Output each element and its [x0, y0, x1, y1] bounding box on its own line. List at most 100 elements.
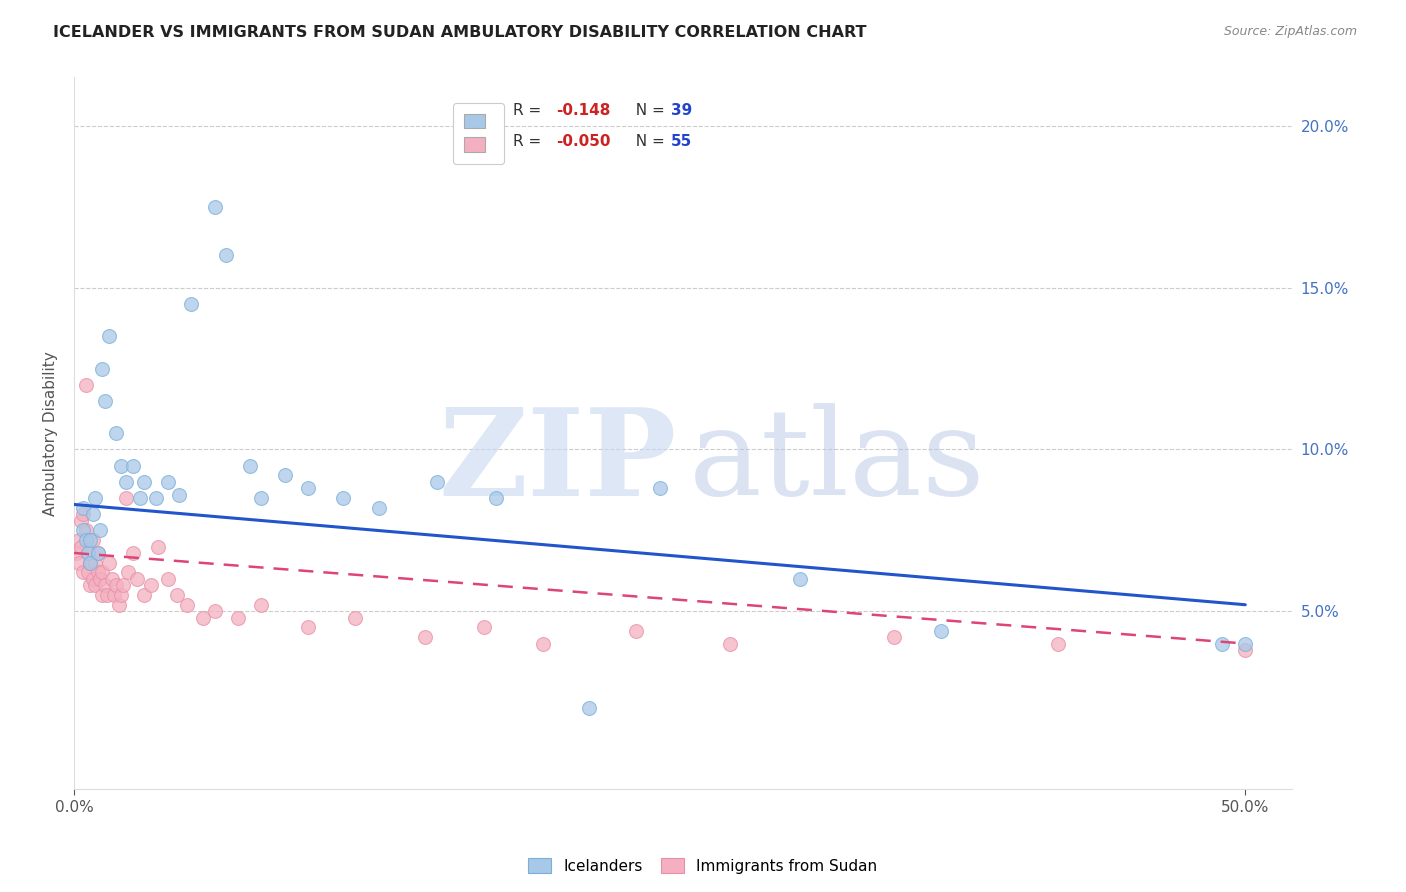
Point	[91, 588, 114, 602]
Point	[72, 500, 94, 515]
Point	[226, 610, 249, 624]
Point	[96, 588, 118, 602]
Point	[472, 620, 495, 634]
Legend: , : ,	[453, 103, 503, 164]
Point	[128, 491, 150, 505]
Point	[100, 572, 122, 586]
Point	[82, 572, 104, 586]
Point	[426, 475, 449, 489]
Point	[485, 491, 508, 505]
Point	[176, 598, 198, 612]
Point	[110, 458, 132, 473]
Text: 39: 39	[671, 103, 692, 119]
Point	[79, 556, 101, 570]
Point	[84, 556, 107, 570]
Point	[180, 297, 202, 311]
Point	[367, 500, 389, 515]
Point	[929, 624, 952, 638]
Point	[110, 588, 132, 602]
Point	[79, 533, 101, 547]
Point	[70, 514, 93, 528]
Point	[134, 588, 156, 602]
Point	[250, 598, 273, 612]
Point	[718, 636, 741, 650]
Point	[65, 546, 87, 560]
Point	[883, 630, 905, 644]
Point	[75, 533, 97, 547]
Point	[70, 540, 93, 554]
Point	[89, 524, 111, 538]
Text: R =: R =	[513, 134, 546, 149]
Text: atlas: atlas	[689, 403, 986, 520]
Point	[578, 701, 600, 715]
Point	[75, 524, 97, 538]
Point	[1046, 636, 1069, 650]
Point	[105, 426, 128, 441]
Point	[112, 578, 135, 592]
Point	[91, 361, 114, 376]
Point	[79, 578, 101, 592]
Point	[1234, 643, 1257, 657]
Point	[72, 524, 94, 538]
Point	[86, 546, 108, 560]
Point	[82, 507, 104, 521]
Point	[789, 572, 811, 586]
Point	[98, 329, 121, 343]
Point	[103, 588, 125, 602]
Point	[166, 588, 188, 602]
Point	[169, 488, 191, 502]
Point	[134, 475, 156, 489]
Point	[156, 572, 179, 586]
Point	[84, 578, 107, 592]
Legend: Icelanders, Immigrants from Sudan: Icelanders, Immigrants from Sudan	[523, 852, 883, 880]
Point	[121, 546, 143, 560]
Point	[297, 481, 319, 495]
Text: N =: N =	[626, 103, 669, 119]
Point	[86, 546, 108, 560]
Text: ZIP: ZIP	[439, 403, 678, 521]
Point	[77, 566, 100, 580]
Point	[204, 200, 226, 214]
Point	[89, 572, 111, 586]
Point	[127, 572, 149, 586]
Point	[239, 458, 262, 473]
Point	[86, 566, 108, 580]
Text: -0.050: -0.050	[557, 134, 612, 149]
Point	[156, 475, 179, 489]
Point	[215, 248, 238, 262]
Point	[1211, 636, 1233, 650]
Y-axis label: Ambulatory Disability: Ambulatory Disability	[44, 351, 58, 516]
Point	[72, 507, 94, 521]
Point	[84, 491, 107, 505]
Point	[93, 393, 115, 408]
Point	[626, 624, 648, 638]
Point	[415, 630, 437, 644]
Point	[344, 610, 367, 624]
Point	[93, 578, 115, 592]
Point	[204, 604, 226, 618]
Point	[191, 610, 214, 624]
Point	[148, 540, 170, 554]
Point	[531, 636, 554, 650]
Point	[77, 546, 100, 560]
Point	[114, 475, 136, 489]
Point	[75, 377, 97, 392]
Point	[114, 491, 136, 505]
Text: 55: 55	[671, 134, 692, 149]
Point	[107, 598, 129, 612]
Point	[121, 458, 143, 473]
Text: -0.148: -0.148	[557, 103, 610, 119]
Point	[77, 546, 100, 560]
Point	[98, 556, 121, 570]
Point	[105, 578, 128, 592]
Point	[79, 556, 101, 570]
Text: ICELANDER VS IMMIGRANTS FROM SUDAN AMBULATORY DISABILITY CORRELATION CHART: ICELANDER VS IMMIGRANTS FROM SUDAN AMBUL…	[53, 25, 868, 40]
Point	[250, 491, 273, 505]
Text: R =: R =	[513, 103, 546, 119]
Point	[648, 481, 671, 495]
Point	[117, 566, 139, 580]
Point	[1234, 636, 1257, 650]
Point	[274, 468, 297, 483]
Point	[82, 533, 104, 547]
Point	[332, 491, 354, 505]
